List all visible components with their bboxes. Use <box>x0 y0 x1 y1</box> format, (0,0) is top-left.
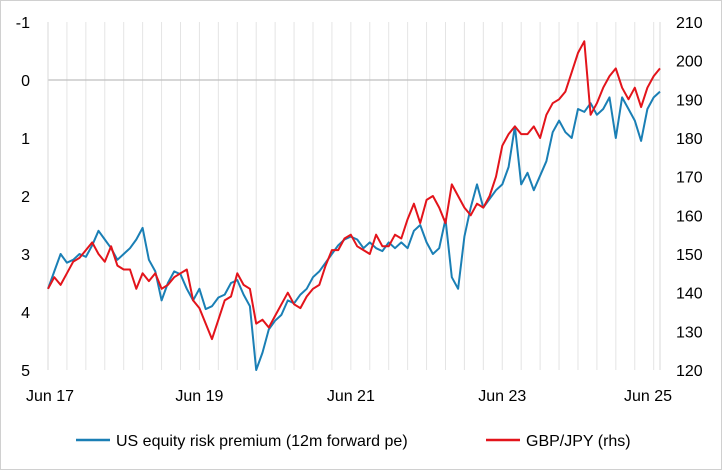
right-tick-label: 160 <box>676 208 703 225</box>
right-tick-label: 150 <box>676 247 703 264</box>
left-tick-label: 0 <box>21 73 30 90</box>
right-axis: 120 130 140 150 160 170 180 190 200 210 <box>676 15 703 380</box>
right-tick-label: 190 <box>676 92 703 109</box>
left-tick-label: 3 <box>21 247 30 264</box>
left-axis: -1 0 1 2 3 4 5 <box>16 15 30 380</box>
series-line-gbpjpy <box>47 40 661 341</box>
series-layer <box>47 40 661 371</box>
x-axis: Jun 17 Jun 19 Jun 21 Jun 23 Jun 25 <box>26 388 672 405</box>
right-tick-label: 140 <box>676 286 703 303</box>
legend-label-gbpjpy: GBP/JPY (rhs) <box>526 433 631 450</box>
x-tick-label: Jun 23 <box>478 388 526 405</box>
right-tick-label: 180 <box>676 131 703 148</box>
series-line-erp <box>47 90 661 371</box>
left-tick-label: 2 <box>21 189 30 206</box>
left-tick-label: 4 <box>21 305 30 322</box>
x-tick-label: Jun 25 <box>624 388 672 405</box>
left-tick-label: 1 <box>21 131 30 148</box>
x-tick-label: Jun 17 <box>26 388 74 405</box>
right-tick-label: 210 <box>676 15 703 32</box>
right-tick-label: 200 <box>676 54 703 71</box>
right-tick-label: 170 <box>676 170 703 187</box>
right-tick-label: 130 <box>676 324 703 341</box>
x-tick-label: Jun 19 <box>175 388 223 405</box>
left-tick-label: 5 <box>21 363 30 380</box>
legend-label-erp: US equity risk premium (12m forward pe) <box>116 433 408 450</box>
x-tick-label: Jun 21 <box>327 388 375 405</box>
left-tick-label: -1 <box>16 15 30 32</box>
grid-lines <box>47 22 661 370</box>
legend: US equity risk premium (12m forward pe) … <box>76 433 631 450</box>
right-tick-label: 120 <box>676 363 703 380</box>
